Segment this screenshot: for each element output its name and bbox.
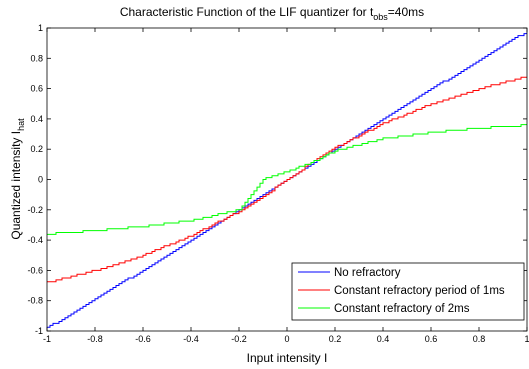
y-tick-label: 0.6 <box>30 84 43 94</box>
x-tick-label: 1 <box>524 334 529 344</box>
y-tick-label: 0.4 <box>30 114 43 124</box>
x-tick-label: 0.6 <box>425 334 438 344</box>
chart-title-suffix: =40ms <box>388 5 424 19</box>
y-tick-label: -0.2 <box>27 205 43 215</box>
y-tick-label: 0.2 <box>30 144 43 154</box>
y-tick-label: 1 <box>38 23 43 33</box>
y-tick-label: -0.8 <box>27 296 43 306</box>
x-tick-label: -0.8 <box>87 334 103 344</box>
x-axis-label: Input intensity I <box>247 351 328 365</box>
series-line-3 <box>47 124 527 235</box>
x-tick-label: -0.2 <box>231 334 247 344</box>
chart-title-subscript: obs <box>373 12 388 22</box>
y-axis-label-main: Quantized intensity I <box>9 131 23 240</box>
series-line-2 <box>47 76 527 283</box>
y-tick-label: 0 <box>38 175 43 185</box>
legend-label-2: Constant refractory period of 1ms <box>334 285 505 297</box>
x-tick-label: 0.4 <box>377 334 390 344</box>
x-tick-label: -0.4 <box>183 334 199 344</box>
chart-title: Characteristic Function of the LIF quant… <box>120 5 424 22</box>
x-tick-label: 0.2 <box>329 334 342 344</box>
legend-box <box>291 262 525 321</box>
y-tick-label: -0.6 <box>27 265 43 275</box>
chart-title-main: Characteristic Function of the LIF quant… <box>120 5 374 19</box>
x-tick-label: 0.8 <box>473 334 486 344</box>
legend-label-1: No refractory <box>334 267 401 279</box>
x-tick-label: 0 <box>284 334 289 344</box>
y-tick-label: -0.4 <box>27 235 43 245</box>
y-axis-label: Quantized intensity Ihat <box>9 118 26 240</box>
y-tick-label: -1 <box>35 326 43 336</box>
legend-label-3: Constant refractory of 2ms <box>334 303 470 315</box>
x-tick-label: -0.6 <box>135 334 151 344</box>
y-axis-label-subscript: hat <box>16 118 26 131</box>
legend: No refractory Constant refractory period … <box>291 262 525 321</box>
y-tick-label: 0.8 <box>30 53 43 63</box>
x-tick-label: -1 <box>43 334 51 344</box>
